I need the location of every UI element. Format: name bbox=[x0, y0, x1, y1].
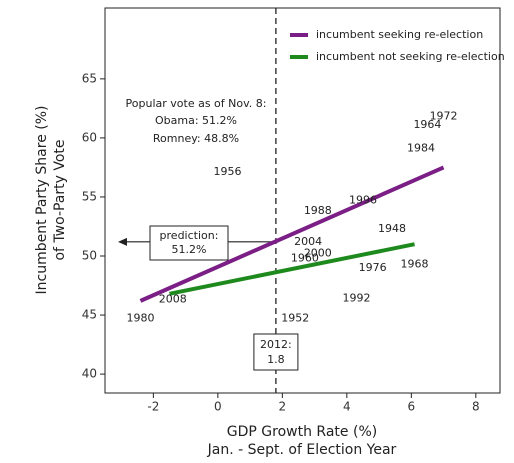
x-tick-label: 4 bbox=[343, 400, 351, 414]
point-label: 2008 bbox=[159, 293, 187, 306]
y-tick-label: 55 bbox=[82, 189, 97, 203]
point-label: 1996 bbox=[349, 194, 377, 207]
legend-label: incumbent not seeking re-election bbox=[316, 50, 505, 63]
point-label: 1992 bbox=[343, 292, 371, 305]
arrow-head bbox=[118, 237, 127, 246]
x-tick-label: 8 bbox=[472, 400, 480, 414]
x-axis-label: Jan. - Sept. of Election Year bbox=[207, 442, 397, 458]
prediction-label: prediction: bbox=[160, 229, 219, 242]
x-tick-label: 6 bbox=[408, 400, 416, 414]
popular-vote-title: Popular vote as of Nov. 8: bbox=[126, 97, 267, 110]
x-axis-label: GDP Growth Rate (%) bbox=[227, 424, 377, 440]
point-label: 1988 bbox=[304, 204, 332, 217]
point-label: 1976 bbox=[359, 261, 387, 274]
prediction-box bbox=[149, 225, 229, 261]
point-label: 1984 bbox=[407, 142, 435, 155]
fit-line bbox=[139, 165, 445, 303]
point-label: 1948 bbox=[378, 222, 406, 235]
point-label: 2004 bbox=[294, 235, 322, 248]
x-tick-label: 0 bbox=[214, 400, 222, 414]
vline-label: 2012: bbox=[260, 338, 292, 351]
plot-frame bbox=[104, 7, 501, 394]
y-tick-label: 45 bbox=[82, 308, 97, 322]
point-label: 1968 bbox=[401, 257, 429, 270]
y-tick-label: 60 bbox=[82, 130, 97, 144]
y-axis-label: of Two-Party Vote bbox=[52, 139, 68, 260]
legend-label: incumbent seeking re-election bbox=[316, 28, 483, 41]
y-axis-label: Incumbent Party Share (%) bbox=[34, 106, 50, 295]
x-tick-label: 2 bbox=[279, 400, 287, 414]
vline-box bbox=[253, 333, 299, 371]
popular-vote-line: Romney: 48.8% bbox=[153, 132, 239, 145]
y-tick-label: 40 bbox=[82, 367, 97, 381]
prediction-value: 51.2% bbox=[172, 243, 207, 256]
vline-value: 1.8 bbox=[267, 353, 285, 366]
y-tick-label: 50 bbox=[82, 249, 97, 263]
popular-vote-line: Obama: 51.2% bbox=[155, 114, 237, 127]
point-label: 1960 bbox=[291, 251, 319, 264]
x-tick-label: -2 bbox=[147, 400, 159, 414]
point-label: 2000 bbox=[304, 247, 332, 260]
point-label: 1956 bbox=[214, 165, 242, 178]
fit-line bbox=[169, 242, 415, 296]
point-label: 1964 bbox=[413, 118, 441, 131]
point-label: 1980 bbox=[126, 312, 154, 325]
point-label: 1972 bbox=[430, 110, 458, 123]
y-tick-label: 65 bbox=[82, 71, 97, 85]
point-label: 1952 bbox=[281, 312, 309, 325]
